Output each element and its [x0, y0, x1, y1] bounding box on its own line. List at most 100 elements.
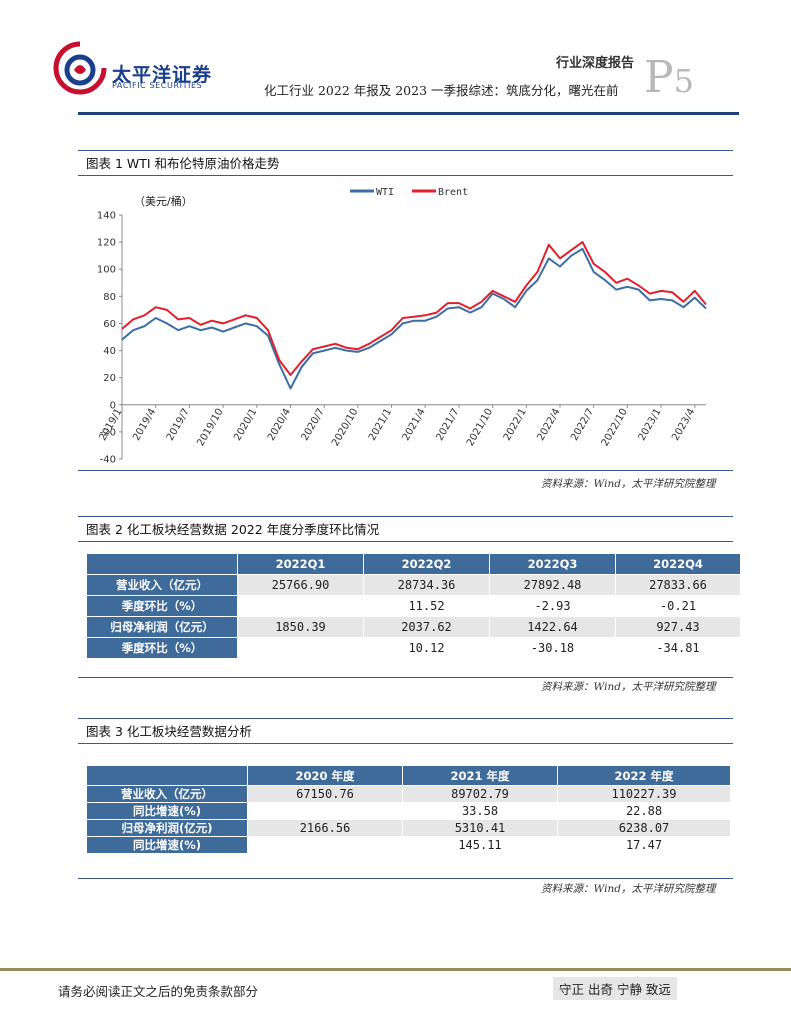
- report-title: 化工行业 2022 年报及 2023 一季报综述：筑底分化，曙光在前: [264, 83, 619, 98]
- company-logo: [52, 40, 222, 96]
- quarterly-data-table: 2022Q1 2022Q2 2022Q3 2022Q4 营业收入（亿元） 25766.90…: [86, 553, 741, 659]
- table-cell: 1850.39: [237, 616, 364, 638]
- table-cell: 10.12: [363, 637, 490, 659]
- column-header: 2020 年度: [247, 765, 403, 786]
- x-tick-label: 2019/7: [165, 407, 192, 443]
- table-row: 同比增速(%) 33.58 22.88: [86, 802, 731, 820]
- table-cell: 2166.56: [247, 819, 403, 837]
- table-row: 归母净利润（亿元） 1850.39 2037.62 1422.64 927.43: [86, 616, 741, 638]
- x-tick-label: 2021/1: [367, 407, 394, 443]
- x-tick-label: 2020/1: [232, 407, 259, 443]
- x-tick-label: 2019/10: [195, 407, 225, 448]
- table-cell: -30.18: [489, 637, 616, 659]
- table-cell: 67150.76: [247, 785, 403, 803]
- series-line-wti: [121, 247, 707, 390]
- table-cell: -34.81: [615, 637, 741, 659]
- figure3-source: 资料来源：Wind，太平洋研究院整理: [541, 883, 716, 895]
- figure1-rule: [78, 470, 733, 471]
- y-tick-label: 40: [103, 346, 116, 357]
- page-letter: P: [644, 52, 674, 103]
- table-cell: 25766.90: [237, 574, 364, 596]
- table-cell: 11.52: [363, 595, 490, 617]
- header-divider: [78, 112, 739, 115]
- table-cell: -2.93: [489, 595, 616, 617]
- y-tick-label: -40: [100, 455, 116, 466]
- page-number: P5: [644, 56, 694, 103]
- x-tick-label: 2022/10: [600, 407, 630, 448]
- table-cell: 1422.64: [489, 616, 616, 638]
- y-tick-label: 120: [97, 238, 116, 249]
- legend-label-wti: WTI: [376, 187, 394, 198]
- y-tick-label: 80: [103, 292, 116, 303]
- x-tick-label: 2020/7: [300, 407, 327, 443]
- table-cell: 110227.39: [557, 785, 731, 803]
- y-axis-title: （美元/桶）: [134, 194, 193, 208]
- table-row: 季度环比（%） 11.52 -2.93 -0.21: [86, 595, 741, 617]
- logo-mark-icon: [53, 41, 107, 95]
- footer-disclaimer: 请务必阅读正文之后的免责条款部分: [58, 984, 259, 999]
- x-tick-label: 2023/4: [670, 407, 697, 443]
- footer-divider: [0, 968, 791, 971]
- table-cell: 17.47: [557, 836, 731, 854]
- figure2-caption: 图表 2 化工板块经营数据 2022 年度分季度环比情况: [78, 516, 733, 542]
- x-tick-label: 2023/1: [637, 407, 664, 443]
- table-row: 归母净利润(亿元) 2166.56 5310.41 6238.07: [86, 819, 731, 837]
- y-tick-label: 20: [103, 373, 116, 384]
- table-cell: [247, 802, 403, 820]
- column-header: 2022Q1: [237, 553, 364, 575]
- logo-text-cn: 太平洋证券: [112, 64, 213, 86]
- row-label: 季度环比（%）: [86, 595, 238, 617]
- column-header: 2022Q2: [363, 553, 490, 575]
- row-label: 归母净利润（亿元）: [86, 616, 238, 638]
- table-header-row: 2020 年度 2021 年度 2022 年度: [86, 765, 731, 786]
- x-tick-label: 2022/7: [569, 407, 596, 443]
- table-cell: 6238.07: [557, 819, 731, 837]
- x-tick-label: 2022/1: [502, 407, 529, 443]
- x-tick-label: 2020/10: [330, 407, 360, 448]
- column-header: [86, 553, 238, 575]
- figure2-rule: [78, 677, 733, 678]
- figure1-caption: 图表 1 WTI 和布伦特原油价格走势: [78, 150, 733, 176]
- table-cell: 5310.41: [402, 819, 558, 837]
- y-tick-label: 0: [110, 400, 116, 411]
- table-cell: -0.21: [615, 595, 741, 617]
- table-cell: [247, 836, 403, 854]
- table-row: 同比增速(%) 145.11 17.47: [86, 836, 731, 854]
- x-tick-label: 2022/4: [535, 407, 562, 443]
- table-row: 季度环比（%） 10.12 -30.18 -34.81: [86, 637, 741, 659]
- y-tick-label: 60: [103, 319, 116, 330]
- table-cell: 27833.66: [615, 574, 741, 596]
- figure3-rule: [78, 878, 733, 879]
- x-tick-label: 2021/7: [434, 407, 461, 443]
- row-label: 同比增速(%): [86, 802, 248, 820]
- row-label: 季度环比（%）: [86, 637, 238, 659]
- table-cell: 2037.62: [363, 616, 490, 638]
- y-tick-label: 100: [97, 265, 116, 276]
- x-tick-label: 2021/4: [401, 407, 428, 443]
- figure2-source: 资料来源：Wind，太平洋研究院整理: [541, 681, 716, 693]
- table-row: 营业收入（亿元） 25766.90 28734.36 27892.48 27833.66: [86, 574, 741, 596]
- table-cell: 28734.36: [363, 574, 490, 596]
- figure3-caption: 图表 3 化工板块经营数据分析: [78, 718, 733, 744]
- row-label: 营业收入（亿元）: [86, 574, 238, 596]
- legend-label-brent: Brent: [438, 187, 468, 198]
- page-digit: 5: [673, 62, 694, 100]
- row-label: 归母净利润(亿元): [86, 819, 248, 837]
- table-cell: 89702.79: [402, 785, 558, 803]
- table-cell: [237, 595, 364, 617]
- column-header: 2021 年度: [402, 765, 558, 786]
- y-tick-label: -20: [100, 427, 116, 438]
- table-cell: [237, 637, 364, 659]
- row-label: 同比增速(%): [86, 836, 248, 854]
- logo-text-en: PACIFIC SECURITIES: [112, 81, 203, 90]
- x-tick-label: 2021/10: [465, 407, 495, 448]
- column-header: [86, 765, 248, 786]
- table-cell: 33.58: [402, 802, 558, 820]
- table-cell: 27892.48: [489, 574, 616, 596]
- figure1-source: 资料来源：Wind，太平洋研究院整理: [541, 478, 716, 490]
- column-header: 2022 年度: [557, 765, 731, 786]
- table-header-row: 2022Q1 2022Q2 2022Q3 2022Q4: [86, 553, 741, 575]
- y-tick-label: 140: [97, 211, 116, 222]
- column-header: 2022Q3: [489, 553, 616, 575]
